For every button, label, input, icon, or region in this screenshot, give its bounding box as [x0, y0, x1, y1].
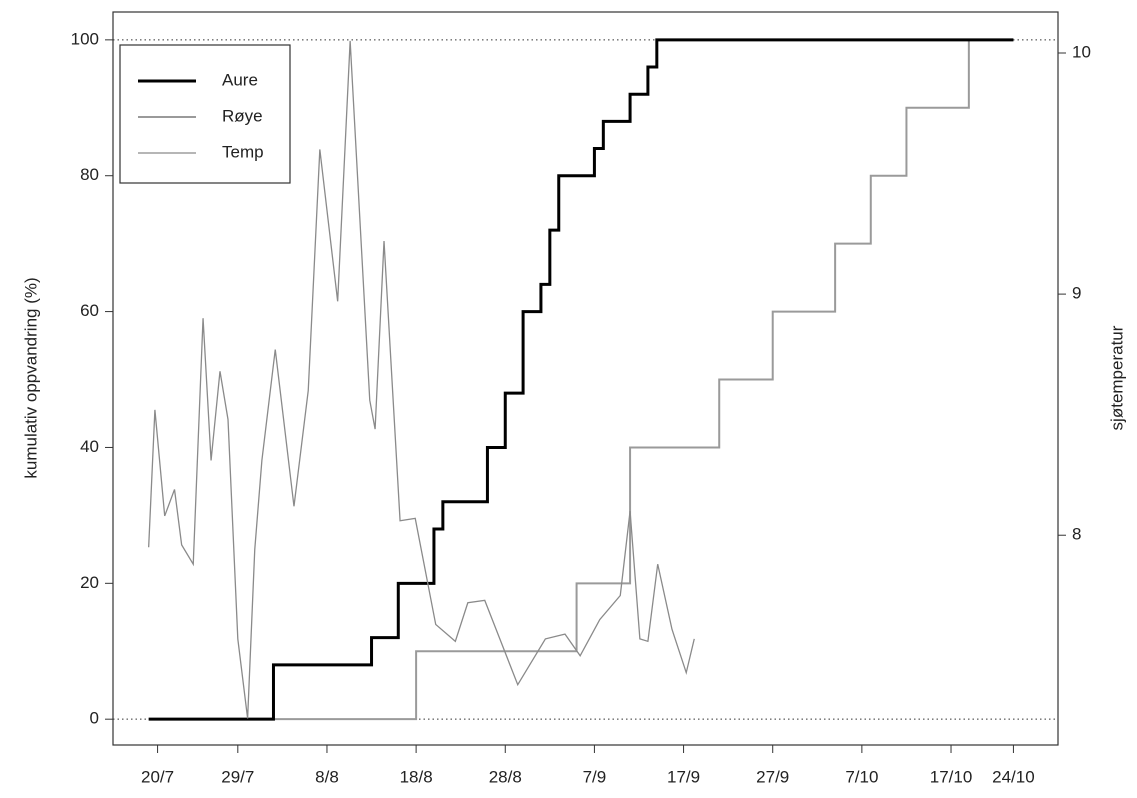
- x-tick-label: 18/8: [400, 767, 433, 786]
- x-tick-label: 8/8: [315, 767, 339, 786]
- y-tick-label: 40: [80, 437, 99, 456]
- legend-label: Aure: [222, 70, 258, 89]
- x-tick-label: 20/7: [141, 767, 174, 786]
- y-axis-label: kumulativ oppvandring (%): [21, 277, 40, 478]
- y-tick-label: 20: [80, 573, 99, 592]
- y2-axis-label: sjøtemperatur: [1107, 325, 1126, 430]
- x-tick-label: 17/9: [667, 767, 700, 786]
- x-tick-label: 28/8: [489, 767, 522, 786]
- y-tick-label: 100: [71, 29, 99, 48]
- plot-frame: [112, 11, 1059, 746]
- legend-label: Røye: [222, 106, 263, 125]
- y-tick-label: 80: [80, 165, 99, 184]
- x-tick-label: 27/9: [756, 767, 789, 786]
- y2-tick-label: 10: [1072, 42, 1091, 61]
- x-tick-label: 24/10: [992, 767, 1035, 786]
- legend-label: Temp: [222, 142, 264, 161]
- x-tick-label: 7/9: [583, 767, 607, 786]
- y-tick-label: 60: [80, 301, 99, 320]
- series-line: [148, 40, 695, 719]
- legend-box: [119, 44, 291, 184]
- x-tick-label: 7/10: [845, 767, 878, 786]
- x-tick-label: 17/10: [930, 767, 973, 786]
- y-tick-label: 0: [90, 709, 99, 728]
- y2-tick-label: 9: [1072, 284, 1081, 303]
- y2-tick-label: 8: [1072, 525, 1081, 544]
- series-line: [148, 38, 1014, 721]
- x-tick-label: 29/7: [221, 767, 254, 786]
